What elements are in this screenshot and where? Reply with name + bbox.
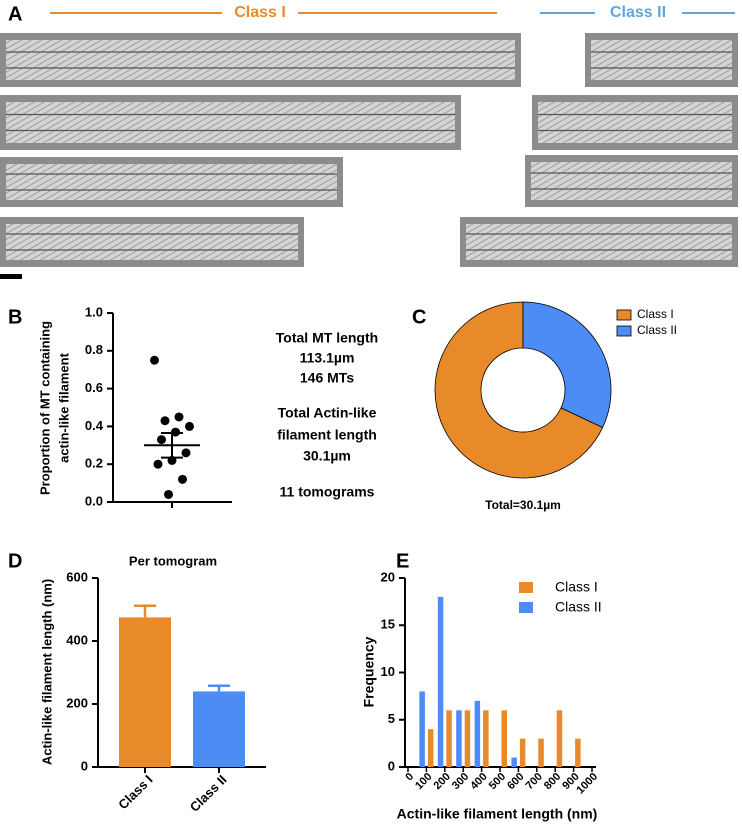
- bar: [464, 710, 471, 767]
- bar: [437, 596, 444, 767]
- panel-label: A: [8, 3, 22, 25]
- annotation: 113.1µm: [300, 350, 355, 366]
- error-bar: [208, 684, 230, 692]
- legend-label: Class II: [555, 599, 602, 615]
- x-tick-label: 400: [468, 771, 489, 792]
- y-tick-label: 5: [388, 711, 395, 726]
- legend-label: Class I: [555, 579, 598, 595]
- bar: [474, 700, 481, 767]
- data-point: [160, 416, 170, 426]
- class-label: Class II: [610, 4, 666, 21]
- legend-label: Class I: [637, 307, 674, 321]
- tomogram: [6, 102, 455, 143]
- y-tick-label: 0: [81, 758, 88, 773]
- bar: [501, 710, 507, 767]
- panel-label: C: [412, 306, 426, 328]
- data-point: [157, 435, 166, 445]
- y-tick-label: 0.4: [85, 418, 104, 433]
- y-tick-label: 600: [66, 569, 88, 584]
- chart-title: Per tomogram: [129, 553, 217, 568]
- tomogram: [538, 102, 732, 143]
- x-axis-label: Actin-like filament length (nm): [397, 806, 598, 822]
- bar: [419, 691, 425, 767]
- annotation: Total Actin-like: [278, 405, 377, 421]
- y-tick-label: 10: [381, 664, 395, 679]
- y-axis-label: actin-like filament: [56, 352, 71, 462]
- class-label: Class I: [234, 4, 286, 21]
- tomogram: [6, 224, 298, 260]
- bar: [511, 757, 517, 767]
- x-tick-label: 600: [505, 771, 526, 792]
- y-tick-label: 1.0: [85, 304, 103, 319]
- x-tick-label: 300: [450, 771, 471, 792]
- total-label: Total=30.1µm: [485, 498, 561, 512]
- data-point: [181, 448, 191, 458]
- legend-swatch: [519, 582, 533, 593]
- y-axis-label: Proportion of MT containing: [37, 321, 52, 495]
- data-point: [153, 459, 163, 469]
- bar: [538, 738, 544, 767]
- scale-bar: [0, 274, 22, 279]
- panel-label: E: [396, 550, 409, 572]
- y-axis: [112, 313, 232, 503]
- bar: [456, 710, 462, 767]
- y-axis-label: Actin-like filament length (nm): [39, 579, 54, 765]
- bar: [556, 710, 563, 767]
- y-tick-label: 400: [66, 632, 88, 647]
- panel-label: D: [8, 550, 22, 572]
- annotation: filament length: [277, 427, 377, 443]
- bar: [119, 617, 171, 767]
- y-tick-label: 200: [66, 695, 88, 710]
- bar: [519, 738, 526, 767]
- bar: [446, 710, 452, 767]
- bar: [575, 738, 581, 767]
- tomogram: [466, 224, 732, 260]
- annotation: 30.1µm: [303, 448, 351, 464]
- x-tick-label: 700: [524, 771, 545, 792]
- y-tick-label: 15: [381, 617, 395, 632]
- x-tick-label: 500: [487, 771, 508, 792]
- panel-label: B: [8, 306, 22, 328]
- y-tick-label: 0.8: [85, 342, 103, 357]
- data-point: [178, 474, 187, 484]
- donut-slice: [522, 301, 612, 429]
- bar: [483, 710, 489, 767]
- y-tick-label: 0.6: [85, 380, 103, 395]
- y-tick-label: 0.2: [85, 456, 103, 471]
- x-tick-label: Class I: [115, 772, 155, 812]
- x-tick-label: 800: [542, 771, 563, 792]
- tomogram: [591, 40, 732, 80]
- tomogram: [6, 164, 337, 200]
- annotation: Total MT length: [276, 330, 378, 346]
- error-bar: [161, 432, 183, 459]
- data-point: [164, 489, 173, 499]
- x-tick-label: 200: [432, 771, 453, 792]
- legend-label: Class II: [637, 323, 677, 337]
- annotation: 11 tomograms: [280, 484, 375, 500]
- error-bar: [134, 604, 156, 618]
- legend-swatch: [519, 602, 533, 613]
- y-tick-label: 20: [381, 569, 395, 584]
- tomogram: [6, 40, 515, 80]
- bar: [427, 729, 434, 767]
- y-tick-label: 0: [388, 758, 395, 773]
- legend-swatch: [616, 325, 632, 337]
- x-tick-label: 100: [413, 771, 434, 792]
- data-point: [150, 355, 159, 365]
- tomogram: [531, 162, 732, 200]
- annotation: 146 MTs: [300, 370, 354, 386]
- donut-slice: [434, 301, 604, 479]
- data-point: [185, 421, 194, 431]
- tomogram-images: [0, 33, 738, 267]
- bar: [193, 691, 245, 767]
- x-tick-label: Class II: [187, 772, 230, 815]
- y-axis-label: Frequency: [361, 636, 377, 707]
- data-point: [174, 412, 184, 422]
- legend-swatch: [616, 309, 632, 321]
- y-tick-label: 0.0: [85, 493, 103, 508]
- x-tick-label: 1000: [574, 771, 600, 797]
